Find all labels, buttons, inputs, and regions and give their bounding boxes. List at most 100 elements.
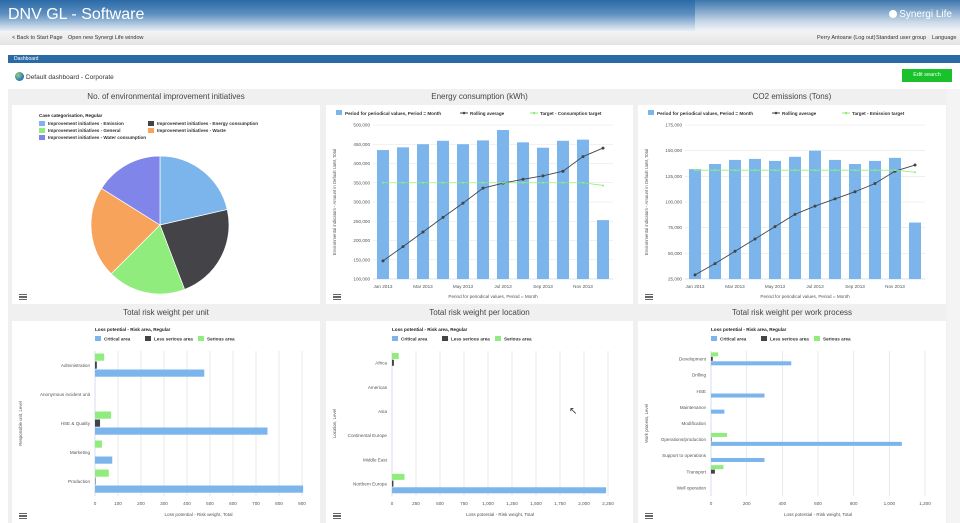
column-bar[interactable]	[557, 140, 569, 279]
risk-bar[interactable]	[711, 457, 765, 462]
column-bar[interactable]	[537, 147, 549, 279]
column-bar[interactable]	[397, 147, 409, 279]
risk-bar[interactable]	[711, 393, 765, 398]
line-point[interactable]	[402, 181, 404, 184]
column-bar[interactable]	[849, 164, 861, 279]
edit-search-button[interactable]: Edit search	[902, 69, 952, 82]
risk-bar[interactable]	[95, 456, 113, 464]
line-point[interactable]	[713, 262, 717, 266]
open-new-window-link[interactable]: Open new Synergi Life window	[68, 35, 144, 41]
column-bar[interactable]	[709, 164, 721, 279]
chart-menu-icon[interactable]	[19, 294, 27, 300]
risk-bar[interactable]	[392, 353, 399, 360]
user-logout-link[interactable]: Perry Antoane (Log out)	[817, 35, 876, 41]
line-point[interactable]	[794, 169, 796, 172]
column-bar[interactable]	[889, 157, 901, 279]
column-bar[interactable]	[417, 144, 429, 279]
line-point[interactable]	[854, 169, 856, 172]
column-bar[interactable]	[577, 139, 589, 279]
risk-bar[interactable]	[711, 409, 725, 414]
line-point[interactable]	[541, 174, 545, 178]
line-point[interactable]	[693, 273, 697, 277]
risk-bar[interactable]	[95, 361, 97, 369]
line-point[interactable]	[601, 146, 605, 150]
column-bar[interactable]	[749, 158, 761, 279]
language-link[interactable]: Language	[932, 35, 957, 41]
line-point[interactable]	[774, 169, 776, 172]
back-link[interactable]: < Back to Start Page	[12, 35, 63, 41]
line-point[interactable]	[522, 181, 524, 184]
risk-bar[interactable]	[95, 369, 205, 377]
risk-bar[interactable]	[95, 353, 105, 361]
pie-slice[interactable]	[110, 224, 186, 295]
chart-menu-icon[interactable]	[19, 513, 27, 519]
line-point[interactable]	[714, 169, 716, 172]
risk-bar[interactable]	[711, 352, 719, 357]
risk-bar[interactable]	[392, 487, 607, 494]
risk-bar[interactable]	[711, 469, 715, 474]
chart-menu-icon[interactable]	[645, 513, 653, 519]
column-bar[interactable]	[477, 140, 489, 279]
line-point[interactable]	[874, 169, 876, 172]
column-bar[interactable]	[869, 160, 881, 279]
line-point[interactable]	[834, 169, 836, 172]
line-point[interactable]	[562, 181, 564, 184]
line-point[interactable]	[481, 186, 485, 190]
risk-bar[interactable]	[392, 480, 394, 487]
line-point[interactable]	[461, 201, 465, 205]
line-point[interactable]	[542, 181, 544, 184]
line-point[interactable]	[853, 190, 857, 194]
line-point[interactable]	[773, 225, 777, 229]
column-bar[interactable]	[497, 130, 509, 279]
user-group-link[interactable]: Standard user group	[876, 35, 927, 41]
line-point[interactable]	[914, 171, 916, 174]
line-point[interactable]	[401, 245, 405, 249]
pie-slice[interactable]	[90, 187, 161, 275]
line-point[interactable]	[833, 197, 837, 201]
column-bar[interactable]	[769, 160, 781, 279]
line-point[interactable]	[381, 259, 385, 263]
line-point[interactable]	[462, 181, 464, 184]
line-point[interactable]	[581, 155, 585, 159]
line-point[interactable]	[602, 184, 604, 187]
line-point[interactable]	[813, 204, 817, 208]
risk-bar[interactable]	[95, 419, 101, 427]
risk-bar[interactable]	[392, 473, 405, 480]
column-bar[interactable]	[829, 159, 841, 279]
risk-bar[interactable]	[392, 359, 394, 366]
risk-bar[interactable]	[711, 432, 728, 437]
line-point[interactable]	[502, 181, 504, 184]
line-point[interactable]	[753, 237, 757, 241]
line-point[interactable]	[561, 169, 565, 173]
column-bar[interactable]	[457, 144, 469, 279]
risk-bar[interactable]	[711, 361, 792, 366]
pie-slice[interactable]	[101, 155, 161, 226]
line-point[interactable]	[754, 169, 756, 172]
line-point[interactable]	[873, 182, 877, 186]
risk-bar[interactable]	[95, 469, 109, 477]
risk-bar[interactable]	[711, 465, 724, 470]
line-point[interactable]	[482, 181, 484, 184]
risk-bar[interactable]	[95, 440, 102, 448]
column-bar[interactable]	[909, 222, 921, 279]
column-bar[interactable]	[689, 169, 701, 279]
line-point[interactable]	[521, 177, 525, 181]
line-point[interactable]	[814, 169, 816, 172]
column-bar[interactable]	[729, 159, 741, 279]
risk-bar[interactable]	[711, 437, 712, 442]
chart-menu-icon[interactable]	[333, 513, 341, 519]
risk-bar[interactable]	[95, 411, 112, 419]
column-bar[interactable]	[437, 140, 449, 279]
risk-bar[interactable]	[711, 356, 713, 361]
column-bar[interactable]	[597, 220, 609, 279]
line-point[interactable]	[734, 169, 736, 172]
risk-bar[interactable]	[711, 441, 902, 446]
line-point[interactable]	[442, 181, 444, 184]
risk-bar[interactable]	[95, 427, 268, 435]
line-point[interactable]	[793, 212, 797, 216]
risk-bar[interactable]	[95, 485, 304, 493]
column-bar[interactable]	[377, 150, 389, 279]
line-point[interactable]	[421, 230, 425, 234]
column-bar[interactable]	[809, 150, 821, 279]
column-bar[interactable]	[517, 142, 529, 279]
